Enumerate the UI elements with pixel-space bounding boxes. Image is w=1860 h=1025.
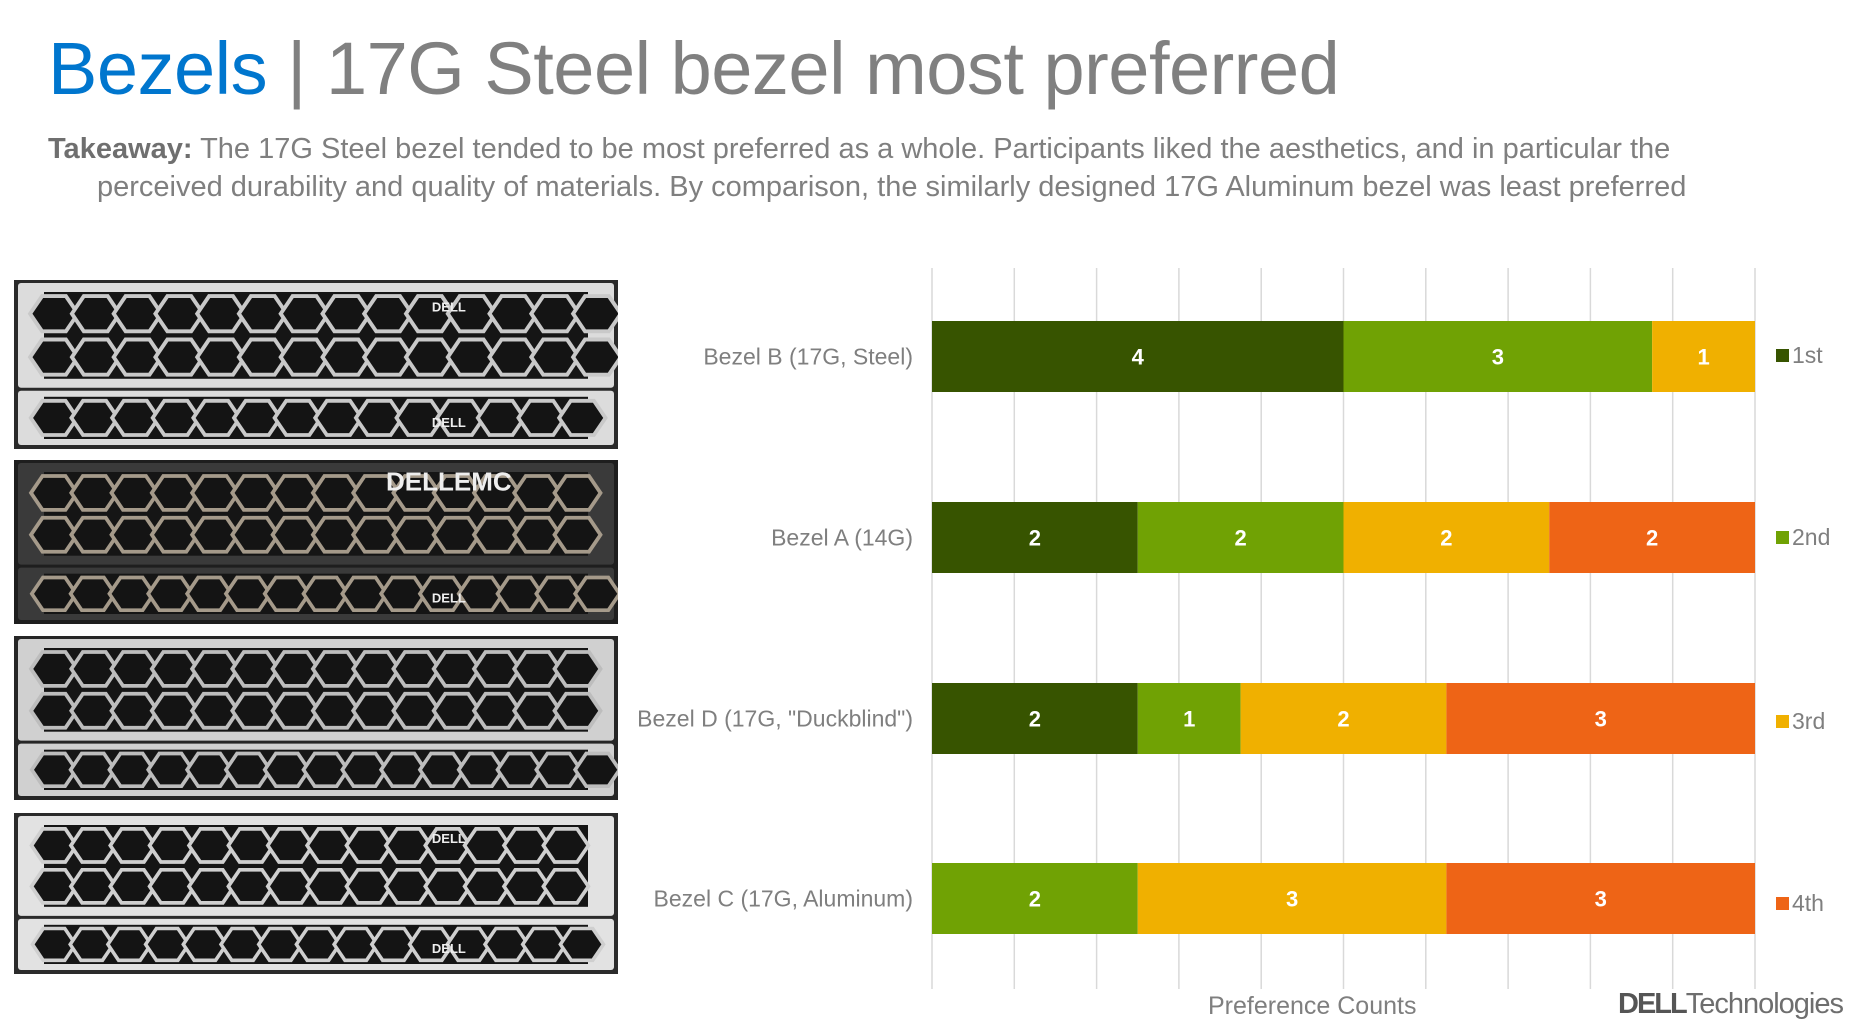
category-label: Bezel A (14G) (771, 525, 913, 551)
title-rest: 17G Steel bezel most preferred (325, 27, 1340, 110)
title-separator: | (267, 27, 326, 110)
data-label: 2 (1646, 526, 1658, 551)
data-label: 3 (1595, 887, 1607, 912)
legend-swatch (1776, 531, 1789, 544)
category-label: Bezel C (17G, Aluminum) (654, 886, 913, 912)
bar-segment (932, 321, 1344, 392)
data-label: 1 (1183, 707, 1195, 732)
data-label: 2 (1440, 526, 1452, 551)
takeaway-label: Takeaway: (48, 133, 193, 165)
x-axis-label: Preference Counts (1208, 992, 1417, 1020)
bar-segment (1549, 502, 1755, 573)
data-label: 3 (1286, 887, 1298, 912)
logo-bold: DELL (1618, 988, 1688, 1020)
server-image: DELLEMC DELL (14, 460, 622, 624)
legend-swatch (1776, 349, 1789, 362)
bezel-photo: DELLEMC DELL (14, 460, 622, 624)
data-label: 4 (1132, 345, 1145, 370)
bar-segment (1446, 863, 1755, 934)
bar-segment (1240, 683, 1447, 754)
server-image (14, 636, 622, 800)
takeaway-line1: The 17G Steel bezel tended to be most pr… (192, 133, 1671, 165)
bezel-photo: DELL DELL (14, 280, 624, 449)
bar-segment (932, 502, 1138, 573)
bar-segment (1343, 321, 1653, 392)
data-label: 2 (1235, 526, 1247, 551)
category-label: Bezel D (17G, "Duckblind") (637, 706, 913, 732)
dell-technologies-logo: DELLTechnologies (1618, 988, 1844, 1021)
legend-swatch (1776, 897, 1789, 910)
svg-text:DELL: DELL (432, 415, 466, 430)
bar-segment (1137, 502, 1344, 573)
bar-segment (1137, 863, 1447, 934)
server-image: DELL DELL (14, 813, 618, 974)
server-image: DELL DELL (14, 280, 624, 449)
data-label: 2 (1337, 707, 1349, 732)
legend-swatch (1776, 715, 1789, 728)
bar-segment (932, 683, 1138, 754)
bar-segment (1652, 321, 1755, 392)
svg-text:DELL: DELL (432, 941, 466, 956)
data-label: 2 (1029, 887, 1041, 912)
data-label: 1 (1697, 345, 1709, 370)
bar-segment (932, 863, 1138, 934)
page-title: Bezels | 17G Steel bezel most preferred (48, 26, 1340, 111)
bar-segment (1137, 683, 1241, 754)
svg-text:DELLEMC: DELLEMC (386, 467, 512, 497)
data-label: 3 (1595, 707, 1607, 732)
bezel-photo: DELL DELL (14, 813, 618, 974)
bar-segment (1446, 683, 1755, 754)
data-label: 3 (1492, 345, 1504, 370)
logo-rest: Technologies (1685, 988, 1844, 1020)
legend-label: 3rd (1792, 708, 1825, 734)
data-label: 2 (1029, 526, 1041, 551)
svg-text:DELL: DELL (432, 831, 466, 846)
takeaway-line2: perceived durability and quality of mate… (97, 171, 1687, 203)
legend-label: 4th (1792, 890, 1824, 916)
svg-text:DELL: DELL (432, 299, 466, 314)
title-highlight: Bezels (48, 27, 268, 110)
category-label: Bezel B (17G, Steel) (703, 344, 913, 370)
svg-text:DELL: DELL (432, 591, 466, 606)
legend-label: 2nd (1792, 524, 1830, 550)
bar-segment (1343, 502, 1550, 573)
data-label: 2 (1029, 707, 1041, 732)
bezel-photo (14, 636, 622, 800)
takeaway: Takeaway: The 17G Steel bezel tended to … (48, 130, 1848, 206)
legend-label: 1st (1792, 342, 1823, 368)
